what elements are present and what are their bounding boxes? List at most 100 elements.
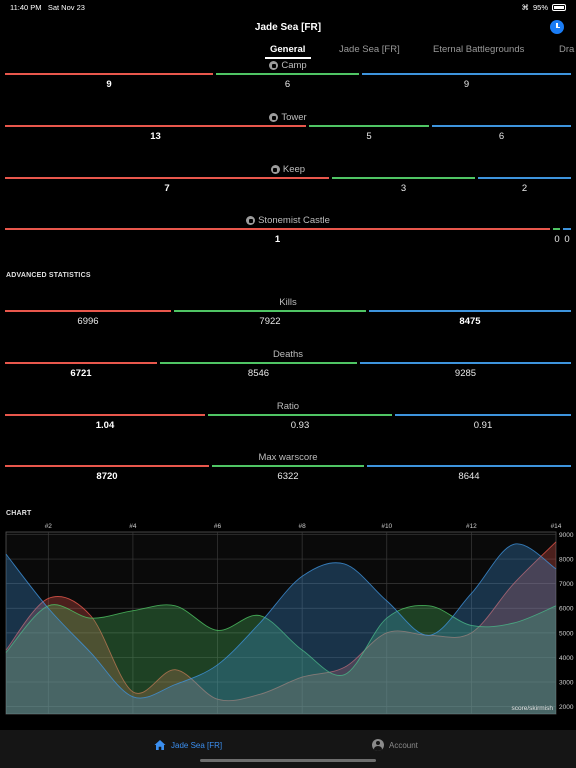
red-bar (5, 73, 213, 75)
blue-value: 0 (564, 234, 570, 245)
objective-title: Tower (0, 112, 576, 123)
series-red-area (6, 541, 556, 714)
x-tick-label: #14 (551, 523, 562, 530)
red-value: 1 (274, 234, 281, 245)
green-value: 6322 (277, 471, 299, 482)
camp-icon (269, 61, 279, 70)
green-bar (208, 414, 392, 416)
green-value: 3 (400, 183, 407, 194)
green-bar (309, 125, 429, 127)
bottom-tab-account-label: Account (389, 740, 418, 750)
x-tick-label: #10 (381, 523, 392, 530)
objective-title: Stonemist Castle (0, 215, 576, 226)
red-value: 1.04 (95, 420, 115, 431)
x-tick-label: #4 (129, 523, 137, 530)
advanced-statistics-header: ADVANCED STATISTICS (6, 272, 91, 279)
blue-bar (563, 228, 571, 230)
chart-unit-label: score/skirmish (511, 705, 553, 712)
blue-bar (432, 125, 571, 127)
green-value: 7922 (259, 316, 281, 327)
red-value: 7 (164, 183, 170, 194)
red-bar (5, 125, 306, 127)
red-value: 6996 (77, 316, 99, 327)
blue-value: 9 (463, 79, 470, 90)
green-bar (216, 73, 359, 75)
y-tick-label: 9000 (559, 532, 574, 539)
y-tick-label: 2000 (559, 704, 574, 711)
blue-value: 8475 (459, 316, 481, 327)
green-bar (174, 310, 366, 312)
blue-value: 8644 (458, 471, 480, 482)
green-bar (212, 465, 364, 467)
status-time: 11:40 PM Sat Nov 23 (10, 3, 85, 12)
objective-title: Camp (0, 60, 576, 71)
green-value: 6 (284, 79, 291, 90)
wifi-icon: ⌘ (521, 3, 529, 12)
green-value: 0 (554, 234, 560, 245)
stat-title: Deaths (272, 349, 304, 360)
tower-icon (269, 113, 279, 122)
home-indicator (200, 759, 376, 762)
y-tick-label: 5000 (559, 630, 574, 637)
y-tick-label: 4000 (559, 655, 574, 662)
blue-bar (367, 465, 571, 467)
green-value: 0.93 (290, 420, 310, 431)
red-bar (5, 228, 550, 230)
bottom-tab-bar: Jade Sea [FR] Account (0, 730, 576, 768)
red-bar (5, 465, 209, 467)
history-clock-icon[interactable] (550, 20, 564, 34)
red-bar (5, 310, 171, 312)
green-value: 5 (366, 131, 372, 142)
tab-dra[interactable]: Dra (559, 44, 575, 55)
x-tick-label: #6 (214, 523, 222, 530)
bottom-tab-world-label: Jade Sea [FR] (171, 740, 223, 750)
blue-bar (395, 414, 571, 416)
y-tick-label: 3000 (559, 680, 574, 687)
stat-title: Ratio (276, 401, 300, 412)
red-bar (5, 362, 157, 364)
y-tick-label: 7000 (559, 581, 574, 588)
series-blue-line (5, 543, 557, 699)
battery-icon (552, 4, 566, 11)
x-tick-label: #12 (466, 523, 477, 530)
green-value: 8546 (247, 368, 270, 379)
red-value: 8720 (96, 471, 118, 482)
green-bar (160, 362, 357, 364)
y-tick-label: 6000 (559, 606, 574, 613)
home-icon (154, 740, 166, 750)
castle-icon (246, 216, 256, 225)
red-value: 13 (150, 131, 161, 142)
tab-eternal-battlegrounds[interactable]: Eternal Battlegrounds (433, 44, 525, 55)
green-bar (553, 228, 560, 230)
blue-value: 6 (498, 131, 505, 142)
stat-title: Kills (279, 297, 297, 308)
blue-bar (362, 73, 571, 75)
blue-value: 9285 (454, 368, 477, 379)
blue-bar (360, 362, 571, 364)
red-bar (5, 414, 205, 416)
bottom-tab-world[interactable]: Jade Sea [FR] (154, 739, 222, 751)
tab-jade-sea[interactable]: Jade Sea [FR] (339, 44, 400, 55)
page-title: Jade Sea [FR] (254, 22, 322, 33)
score-chart: 2000 3000 4000 5000 6000 7000 8000 9000 #2 #4 #6 #8… (0, 520, 576, 720)
x-tick-label: #2 (45, 523, 53, 530)
status-right: ⌘ 95% (521, 3, 566, 12)
blue-value: 2 (521, 183, 528, 194)
keep-icon (270, 165, 280, 174)
red-value: 6721 (70, 368, 92, 379)
series-green-line (5, 604, 557, 676)
battery-label: 95% (532, 3, 548, 12)
tab-general[interactable]: General (270, 44, 306, 55)
series-blue-area (6, 543, 556, 714)
status-bar: 11:40 PM Sat Nov 23 ⌘ 95% (0, 0, 576, 14)
green-bar (332, 177, 475, 179)
world-tabs: General Jade Sea [FR] Eternal Battlegrou… (0, 44, 576, 60)
account-icon (372, 739, 384, 751)
score-chart-svg: 2000 3000 4000 5000 6000 7000 8000 9000 #2 #4 #6 #8… (5, 523, 574, 715)
bottom-tab-account[interactable]: Account (372, 739, 418, 751)
y-tick-label: 8000 (559, 557, 574, 564)
blue-bar (478, 177, 571, 179)
tab-active-indicator (265, 57, 311, 59)
objective-title: Keep (0, 164, 576, 175)
chart-header: CHART (6, 510, 32, 517)
